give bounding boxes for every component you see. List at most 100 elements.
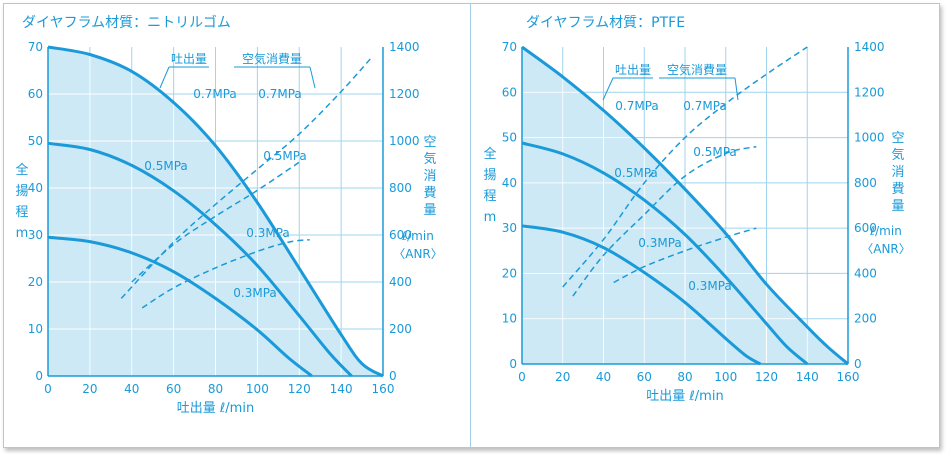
y-right-label-char: 量: [423, 203, 436, 218]
y-right-label-char: 費: [891, 182, 904, 197]
y-right-tick-label: 1000: [389, 134, 420, 148]
curve-label-d03: 0.3MPa: [233, 286, 277, 300]
x-tick-label: 140: [796, 370, 819, 384]
y-right-tick-label: 600: [389, 228, 412, 242]
y-left-tick-label: 60: [502, 85, 517, 99]
y-right-tick-label: 1200: [389, 87, 420, 101]
x-axis-label: 吐出量 ℓ/min: [646, 389, 723, 404]
legend-air: 空気消費量: [667, 62, 727, 77]
y-right-label-char: 量: [891, 199, 904, 214]
air-curve-0-3MPa: [141, 238, 310, 309]
y-right-tick-label: 1200: [854, 85, 885, 99]
y-left-label-char: 揚: [15, 183, 28, 199]
y-right-tick-label: 800: [854, 176, 877, 190]
y-right-tick-label: 0: [389, 369, 397, 383]
discharge-curve-0-3MPa: [521, 224, 762, 366]
y-right-tick-label: 1000: [854, 131, 885, 145]
discharge-curve-0-7MPa: [47, 45, 384, 378]
y-left-tick-label: 0: [509, 357, 517, 371]
x-tick-label: 80: [677, 370, 692, 384]
curve-label-d07: 0.7MPa: [193, 87, 237, 101]
x-tick-label: 0: [44, 382, 52, 396]
y-right-tick-label: 1400: [389, 40, 420, 54]
y-left-tick-label: 50: [502, 131, 517, 145]
y-left-tick-label: 40: [502, 176, 517, 190]
legend-air: 空気消費量: [242, 51, 302, 66]
y-right-label-char: 空: [423, 135, 436, 150]
x-tick-label: 40: [124, 382, 139, 396]
legend-discharge-leader: [602, 77, 614, 101]
curve-label-a05: 0.5MPa: [263, 149, 307, 163]
discharge-curve-0-3MPa: [47, 235, 313, 378]
x-tick-label: 20: [82, 382, 97, 396]
y-left-tick-label: 30: [502, 221, 517, 235]
curve-label-a07: 0.7MPa: [683, 99, 727, 113]
x-tick-label: 120: [288, 382, 311, 396]
y-left-tick-label: 20: [502, 266, 517, 280]
y-left-label-char: m: [16, 226, 29, 241]
air-curve-0-3MPa: [613, 227, 757, 284]
legend-discharge: 吐出量: [171, 52, 207, 66]
curve-label-d03: 0.3MPa: [638, 236, 682, 250]
x-tick-label: 20: [555, 370, 570, 384]
y-left-tick-label: 50: [28, 134, 43, 148]
curve-label-d05: 0.5MPa: [144, 159, 188, 173]
x-axis-label: 吐出量 ℓ/min: [177, 401, 254, 416]
y-left-label-char: m: [484, 210, 497, 225]
legend-discharge: 吐出量: [615, 63, 651, 77]
discharge-curve-0-5MPa: [521, 141, 809, 366]
y-right-tick-label: 600: [854, 221, 877, 235]
y-left-tick-label: 70: [502, 40, 517, 54]
x-tick-label: 160: [372, 382, 395, 396]
y-right-label-char: 気: [423, 151, 436, 167]
air-curve-0-7MPa: [562, 46, 808, 288]
y-left-tick-label: 0: [35, 369, 43, 383]
y-right-label-char: 消: [423, 169, 436, 184]
curve-label-a03: 0.3MPa: [246, 226, 290, 240]
chart-title: ダイヤフラム材質：PTFE: [526, 15, 685, 31]
y-right-unit: ℓ/min: [869, 224, 902, 238]
chart-title: ダイヤフラム材質：ニトリルゴム: [22, 14, 231, 31]
y-right-unit-anr: 〈ANR〉: [861, 242, 911, 256]
curve-label-d07: 0.7MPa: [615, 99, 659, 113]
y-left-tick-label: 10: [28, 322, 43, 336]
legend-discharge-leader: [159, 66, 170, 89]
y-right-tick-label: 0: [854, 357, 862, 371]
y-left-tick-label: 70: [28, 40, 43, 54]
y-right-tick-label: 1400: [854, 40, 885, 54]
legend-air-leader: [734, 77, 739, 101]
x-tick-label: 0: [518, 370, 526, 384]
air-curve-0-7MPa: [120, 55, 374, 299]
y-right-tick-label: 400: [854, 266, 877, 280]
curve-label-a05: 0.5MPa: [693, 145, 737, 159]
y-right-label-char: 消: [891, 165, 904, 180]
y-right-label-char: 気: [891, 147, 904, 163]
air-curve-0-5MPa: [572, 145, 757, 297]
y-left-label-char: 揚: [483, 167, 496, 183]
y-left-label-char: 程: [15, 205, 28, 220]
x-tick-label: 100: [246, 382, 269, 396]
y-right-tick-label: 400: [389, 275, 412, 289]
y-left-tick-label: 60: [28, 87, 43, 101]
y-right-tick-label: 200: [389, 322, 412, 336]
y-right-unit: ℓ/min: [401, 229, 434, 243]
x-tick-label: 140: [330, 382, 353, 396]
legend-air-leader: [309, 66, 316, 89]
x-tick-label: 40: [596, 370, 611, 384]
panel-divider: [470, 3, 471, 448]
y-left-tick-label: 20: [28, 275, 43, 289]
x-tick-label: 120: [755, 370, 778, 384]
y-right-label-char: 費: [423, 186, 436, 201]
y-right-label-char: 空: [891, 131, 904, 146]
y-left-label-char: 全: [483, 146, 496, 162]
x-tick-label: 160: [837, 370, 860, 384]
curve-label-a03: 0.3MPa: [688, 279, 732, 293]
y-right-tick-label: 800: [389, 181, 412, 195]
x-tick-label: 80: [208, 382, 223, 396]
y-left-label-char: 全: [15, 162, 28, 178]
discharge-curve-0-7MPa: [521, 45, 849, 366]
x-tick-label: 100: [714, 370, 737, 384]
air-curve-0-5MPa: [131, 161, 300, 283]
